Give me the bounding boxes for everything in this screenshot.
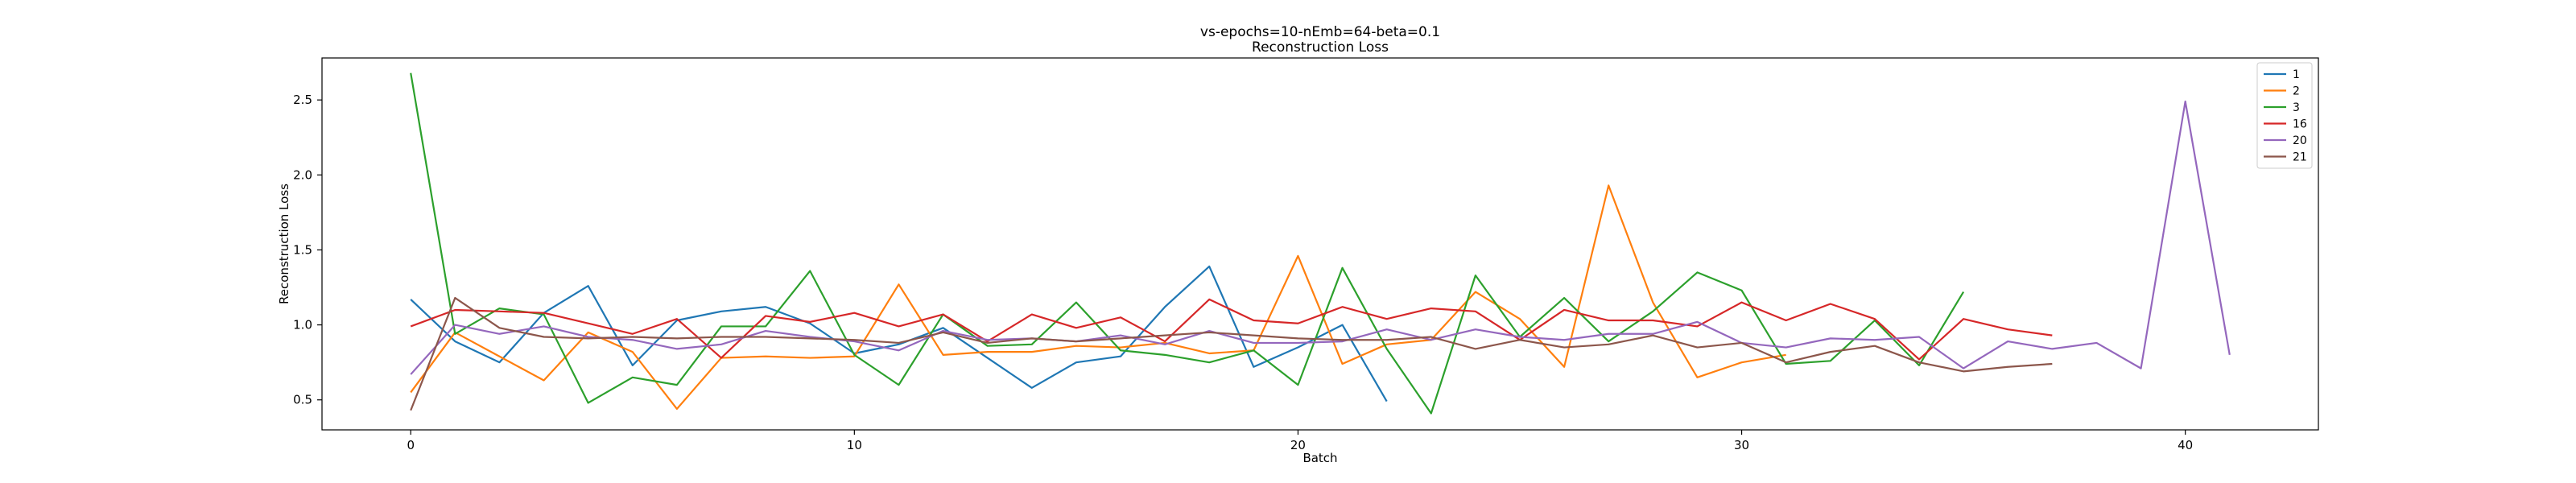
x-tick-label: 20 [1290,438,1306,452]
series-line-20 [410,100,2231,375]
y-axis-ticks: 0.5 1.0 1.5 2.0 2.5 [293,93,322,407]
y-tick-label: 2.5 [293,93,312,107]
legend-label-20: 20 [2293,134,2307,147]
legend: 1 2 3 16 20 21 [2256,62,2313,169]
chart-subtitle: Reconstruction Loss [1252,39,1389,56]
x-axis-label: Batch [1302,451,1337,465]
series-line-2 [410,184,1786,411]
x-tick-label: 0 [407,438,415,452]
y-tick-label: 1.0 [293,318,312,332]
y-tick-label: 1.5 [293,242,312,257]
series-line-21 [410,296,2053,411]
x-tick-label: 40 [2178,438,2193,452]
x-tick-label: 30 [1734,438,1749,452]
y-tick-label: 2.0 [293,167,312,182]
y-axis-label: Reconstruction Loss [277,184,291,304]
legend-label-1: 1 [2293,68,2300,81]
series-line-3 [410,72,1965,415]
legend-label-16: 16 [2293,118,2307,131]
x-tick-label: 10 [847,438,862,452]
series-line-16 [410,298,2053,361]
series-lines [410,72,2231,415]
series-line-1 [410,265,1388,402]
legend-label-2: 2 [2293,85,2300,98]
x-axis-ticks: 0 10 20 30 40 [407,430,2193,452]
legend-label-21: 21 [2293,151,2307,164]
y-tick-label: 0.5 [293,393,312,407]
plot-area [321,57,2319,431]
chart-title: vs-epochs=10-nEmb=64-beta=0.1 [1200,24,1440,40]
legend-label-3: 3 [2293,101,2300,114]
legend-box [2256,62,2313,169]
